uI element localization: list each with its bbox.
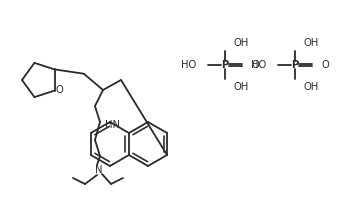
Text: O: O <box>251 60 259 70</box>
Text: P: P <box>291 60 299 70</box>
Text: O: O <box>321 60 329 70</box>
Text: O: O <box>56 85 64 95</box>
Text: OH: OH <box>303 38 318 48</box>
Text: OH: OH <box>233 38 248 48</box>
Text: OH: OH <box>303 82 318 92</box>
Text: HO: HO <box>181 60 196 70</box>
Text: HO: HO <box>251 60 266 70</box>
Text: P: P <box>221 60 229 70</box>
Text: OH: OH <box>233 82 248 92</box>
Text: HN: HN <box>105 120 120 130</box>
Text: N: N <box>95 165 103 175</box>
